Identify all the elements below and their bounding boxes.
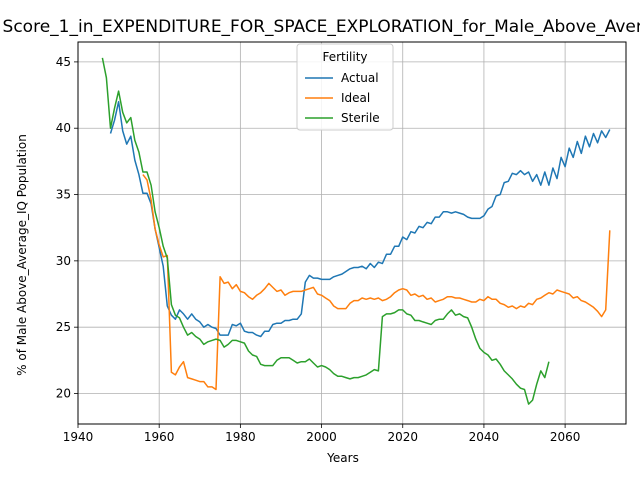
y-tick-label: 30 — [56, 254, 71, 268]
series-line-sterile — [101, 57, 550, 405]
legend: Fertility Actual Ideal Sterile — [296, 43, 394, 131]
legend-label-actual: Actual — [341, 71, 379, 85]
x-tick-label: 1940 — [63, 430, 94, 444]
legend-entries: Actual Ideal Sterile — [305, 71, 380, 125]
plot-area-frame — [77, 41, 627, 425]
x-tick-label: 2000 — [306, 430, 337, 444]
y-tick-label: 25 — [56, 320, 71, 334]
legend-label-sterile: Sterile — [341, 111, 380, 125]
series-line-ideal — [142, 174, 611, 391]
x-axis-ticks: 1940 1960 1980 2000 2020 2040 2060 — [63, 424, 581, 444]
legend-box — [296, 43, 394, 131]
x-tick-label: 2020 — [387, 430, 418, 444]
y-tick-label: 40 — [56, 121, 71, 135]
x-axis-label: Years — [326, 451, 359, 465]
chart-title: Score_1_in_EXPENDITURE_FOR_SPACE_EXPLORA… — [3, 17, 640, 37]
y-tick-label: 35 — [56, 188, 71, 202]
x-tick-label: 1960 — [144, 430, 175, 444]
x-tick-label: 2040 — [469, 430, 500, 444]
x-tick-label: 1980 — [225, 430, 256, 444]
y-axis-ticks: 20 25 30 35 40 45 — [56, 55, 78, 400]
legend-label-ideal: Ideal — [341, 91, 370, 105]
y-axis-label: % of Male Above_Average_IQ Population — [15, 134, 29, 376]
series-lines — [101, 57, 611, 405]
legend-title: Fertility — [322, 50, 367, 64]
y-tick-label: 20 — [56, 386, 71, 400]
series-line-actual — [109, 100, 611, 338]
x-tick-label: 2060 — [550, 430, 581, 444]
y-tick-label: 45 — [56, 55, 71, 69]
